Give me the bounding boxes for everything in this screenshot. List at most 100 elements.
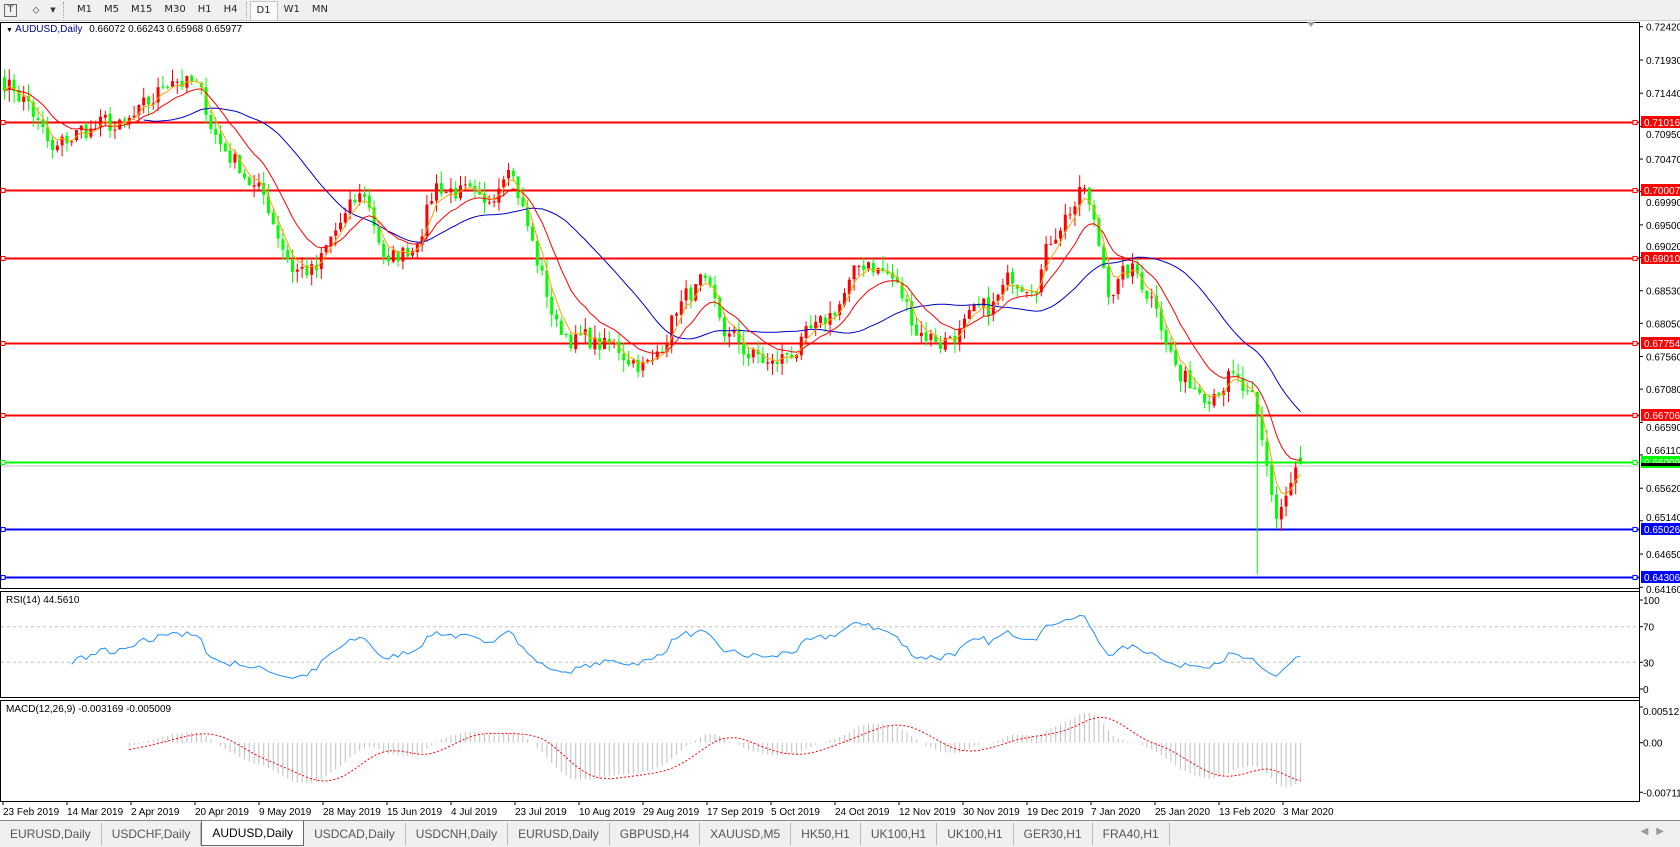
candle-body	[727, 333, 731, 337]
price-tick-label: 0.67560	[1646, 353, 1680, 364]
tab-uk100-h1[interactable]: UK100,H1	[937, 823, 1014, 845]
tab-eurusd-daily[interactable]: EURUSD,Daily	[0, 823, 102, 845]
price-line-label: 0.70007	[1644, 186, 1680, 197]
candle-body	[12, 79, 16, 92]
candle-body	[1207, 401, 1211, 405]
line-handle	[1632, 188, 1638, 193]
candle-body	[843, 293, 846, 305]
timeframe-m30[interactable]: M30	[164, 4, 186, 15]
line-handle	[0, 575, 6, 580]
tab-eurusd-daily[interactable]: EURUSD,Daily	[508, 823, 610, 845]
candle-body	[526, 206, 530, 227]
draw-tools-icon[interactable]: ⬦	[32, 4, 40, 16]
candle-body	[1049, 243, 1053, 245]
tab-fra40-h1[interactable]: FRA40,H1	[1093, 823, 1170, 845]
candle-body	[132, 115, 136, 118]
candle-body	[94, 128, 98, 130]
candle-body	[1063, 214, 1067, 232]
candle-body	[747, 353, 750, 359]
candle-body	[636, 359, 640, 372]
candle-body	[881, 267, 885, 271]
candle-body	[886, 270, 890, 274]
tab-audusd-daily[interactable]: AUDUSD,Daily	[201, 821, 305, 846]
candle-body	[1299, 457, 1302, 464]
candle-body	[617, 341, 621, 354]
candle-body	[3, 77, 6, 91]
ma-fast-line	[4, 80, 1301, 495]
tab-usdcad-daily[interactable]: USDCAD,Daily	[304, 823, 406, 845]
candle-body	[1107, 266, 1110, 297]
candle-body	[473, 185, 477, 191]
tab-xauusd-m5[interactable]: XAUUSD,M5	[700, 823, 792, 845]
tab-scroll-buttons[interactable]: ◀▶	[1641, 826, 1672, 837]
candle-body	[799, 336, 803, 356]
timeframe-m15[interactable]: M15	[131, 4, 153, 15]
price-tick-label: 0.71930	[1646, 56, 1680, 67]
date-tick-label: 17 Sep 2019	[707, 807, 764, 818]
candle-body	[612, 342, 616, 344]
candle-body	[559, 320, 563, 335]
candle-body	[929, 333, 933, 341]
text-tool-icon[interactable]: T	[4, 3, 17, 17]
candle-body	[703, 275, 707, 278]
tab-usdchf-daily[interactable]: USDCHF,Daily	[102, 823, 202, 845]
tab-hk50-h1[interactable]: HK50,H1	[791, 823, 861, 845]
tab-usdcnh-daily[interactable]: USDCNH,Daily	[406, 823, 509, 845]
timeframe-h1[interactable]: H1	[197, 4, 212, 15]
candle-body	[915, 324, 918, 336]
candle-body	[535, 241, 539, 266]
candle-body	[771, 360, 774, 364]
candle-body	[1260, 415, 1264, 441]
candle-body	[1265, 441, 1269, 466]
macd-tick-label: 0.005121	[1643, 707, 1680, 718]
dropdown-arrow-icon[interactable]: ▼	[50, 6, 56, 14]
candle-body	[247, 177, 251, 186]
candle-body	[871, 263, 875, 273]
tab-gbpusd-h4[interactable]: GBPUSD,H4	[610, 823, 701, 845]
scroll-left-icon[interactable]: ◀	[1640, 826, 1657, 837]
candle-body	[310, 264, 314, 275]
candle-body	[478, 189, 482, 195]
scroll-right-icon[interactable]: ▶	[1656, 826, 1672, 837]
timeframe-h4[interactable]: H4	[223, 4, 238, 15]
candle-body	[1030, 291, 1034, 293]
candle-body	[123, 119, 126, 121]
timeframe-d1[interactable]: D1	[249, 0, 278, 20]
candle-body	[142, 97, 146, 106]
candle-body	[1078, 186, 1082, 206]
price-chart[interactable]: 0.72420 0.71930 0.71440 0.70950 0.70470 0.699…	[0, 0, 1680, 820]
candle-body	[579, 334, 582, 336]
candle-body	[1111, 295, 1115, 297]
price-line-label: 0.66706	[1644, 411, 1680, 422]
candle-body	[118, 119, 122, 130]
candle-body	[972, 304, 976, 312]
candle-body	[511, 170, 515, 177]
date-tick-label: 5 Oct 2019	[771, 807, 820, 818]
timeframe-w1[interactable]: W1	[283, 4, 300, 15]
candle-body	[348, 199, 352, 214]
timeframe-mn[interactable]: MN	[311, 4, 328, 15]
candle-body	[1179, 365, 1182, 382]
timeframe-m5[interactable]: M5	[104, 4, 119, 15]
candle-body	[953, 336, 957, 344]
candle-body	[286, 250, 290, 260]
candle-body	[243, 173, 246, 178]
date-tick-label: 3 Mar 2020	[1283, 807, 1334, 818]
candle-body	[847, 279, 851, 295]
candle-body	[233, 154, 237, 163]
candle-body	[838, 304, 842, 316]
tab-ger30-h1[interactable]: GER30,H1	[1014, 823, 1093, 845]
candle-body	[271, 212, 275, 225]
timeframe-m1[interactable]: M1	[77, 4, 92, 15]
collapse-triangle-icon[interactable]: ▼	[6, 27, 13, 34]
tab-uk100-h1[interactable]: UK100,H1	[861, 823, 938, 845]
candle-body	[339, 222, 342, 230]
candle-body	[17, 90, 21, 102]
price-tick-label: 0.69020	[1646, 242, 1680, 253]
price-line-label-bg	[1641, 571, 1680, 583]
candle-body	[1068, 214, 1072, 216]
candle-body	[1183, 370, 1187, 383]
candle-body	[895, 277, 899, 283]
candle-body	[900, 282, 904, 299]
candle-body	[1294, 467, 1298, 483]
